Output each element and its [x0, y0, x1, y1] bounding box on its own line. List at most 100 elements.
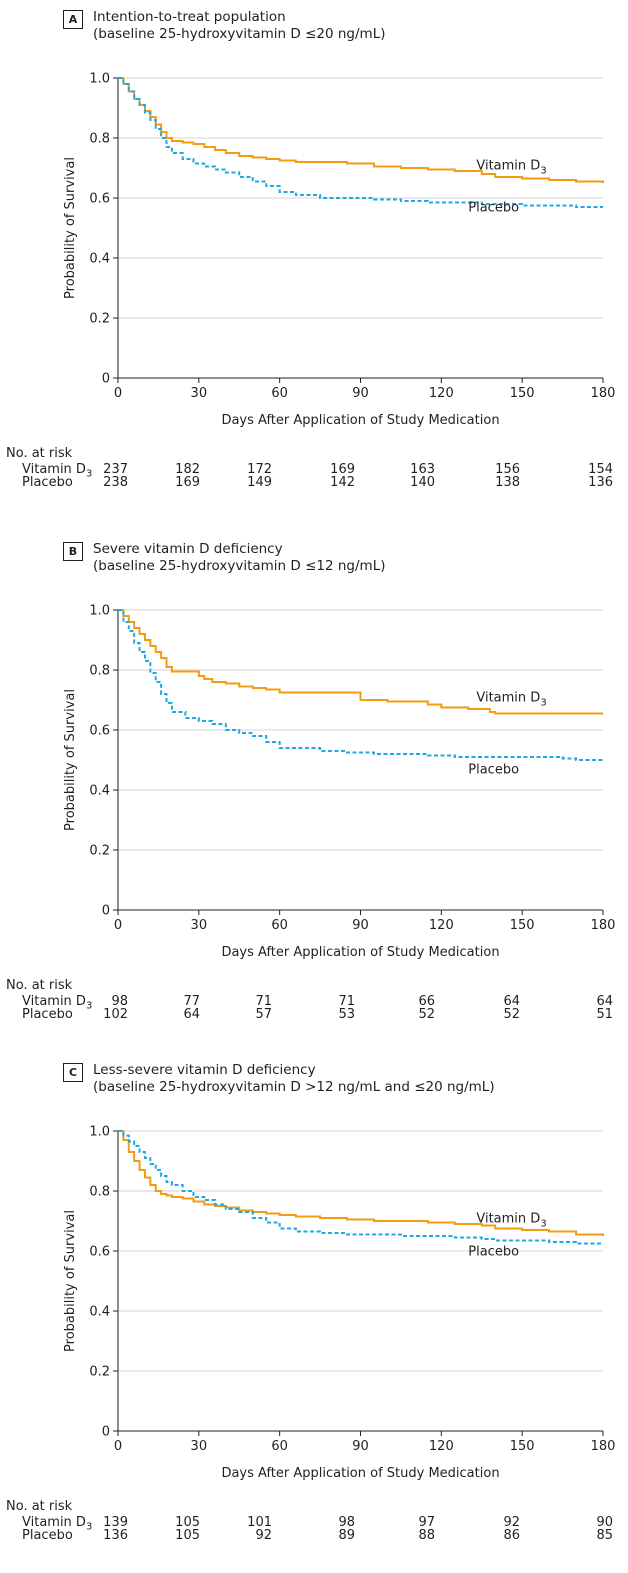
- vitamin-d3-curve: [118, 609, 603, 715]
- vitamin-d3-curve: [118, 1130, 604, 1236]
- x-tick-label: 150: [510, 386, 535, 401]
- placebo-curve: [118, 77, 603, 208]
- x-tick-label: 90: [352, 918, 369, 933]
- y-tick-label: 1.0: [89, 604, 110, 619]
- at-risk-row: Placebo 102 64 57 53 52 52 51: [0, 1007, 628, 1023]
- y-tick-label: 1.0: [89, 1125, 110, 1140]
- panel-c: C Less-severe vitamin D deficiency (base…: [0, 1053, 628, 1573]
- y-tick-label: 0.6: [89, 192, 110, 207]
- panel-a: A Intention-to-treat population (baselin…: [0, 0, 628, 520]
- at-risk-row-label: Placebo: [22, 475, 73, 490]
- y-tick-label: 0.6: [89, 724, 110, 739]
- at-risk-label-base: Vitamin D: [22, 462, 86, 477]
- at-risk-row-label: Vitamin D3: [22, 1515, 92, 1533]
- x-axis-title: Days After Application of Study Medicati…: [221, 1466, 499, 1481]
- y-tick-label: 0.8: [89, 132, 110, 147]
- at-risk-value: 64: [503, 994, 520, 1009]
- panel-subtitle: (baseline 25-hydroxyvitamin D >12 ng/mL …: [93, 1079, 495, 1095]
- at-risk-value: 52: [418, 1007, 435, 1022]
- at-risk-value: 102: [103, 1007, 128, 1022]
- at-risk-value: 86: [503, 1528, 520, 1543]
- panel-title: Less-severe vitamin D deficiency: [93, 1062, 316, 1078]
- at-risk-value: 105: [175, 1528, 200, 1543]
- at-risk-value: 88: [418, 1528, 435, 1543]
- series-label-subscript: 3: [540, 698, 546, 709]
- at-risk-value: 90: [596, 1515, 613, 1530]
- series-label-subscript: 3: [540, 166, 546, 177]
- at-risk-value: 163: [410, 462, 435, 477]
- y-tick-label: 0.2: [89, 1365, 110, 1380]
- at-risk-value: 156: [495, 462, 520, 477]
- at-risk-value: 51: [596, 1007, 613, 1022]
- y-tick-label: 0.6: [89, 1245, 110, 1260]
- at-risk-label-subscript: 3: [85, 1521, 93, 1533]
- at-risk-label-base: Vitamin D: [22, 994, 86, 1009]
- y-tick-label: 0: [102, 904, 110, 919]
- y-tick-label: 0: [102, 372, 110, 387]
- at-risk-row: Vitamin D3 237 182 172 169 163 156 154: [0, 462, 628, 480]
- at-risk-value: 136: [103, 1528, 128, 1543]
- at-risk-value: 139: [103, 1515, 128, 1530]
- x-tick-label: 0: [114, 918, 122, 933]
- survival-chart-b: 0 0.2 0.4 0.6 0.8 1.0 0 30 60 90 120 150 180 Days Aft…: [63, 604, 616, 961]
- y-tick-label: 0.4: [89, 784, 110, 799]
- vitamin-d3-label: Vitamin D3: [476, 691, 546, 709]
- y-axis-title: Probability of Survival: [63, 689, 78, 831]
- series-label-base: Vitamin D: [476, 691, 540, 706]
- x-tick-label: 150: [510, 1439, 535, 1454]
- x-tick-label: 120: [429, 386, 454, 401]
- y-tick-label: 1.0: [89, 72, 110, 87]
- at-risk-value: 85: [596, 1528, 613, 1543]
- at-risk-value: 97: [418, 1515, 435, 1530]
- at-risk-label-subscript: 3: [85, 1000, 93, 1012]
- x-tick-label: 0: [114, 386, 122, 401]
- x-tick-label: 90: [352, 386, 369, 401]
- x-tick-label: 120: [429, 1439, 454, 1454]
- at-risk-header: No. at risk: [6, 446, 73, 461]
- y-axis-title: Probability of Survival: [63, 157, 78, 299]
- series-label-subscript: 3: [540, 1219, 546, 1230]
- placebo-curve: [118, 1130, 603, 1245]
- x-tick-label: 150: [510, 918, 535, 933]
- x-axis-title: Days After Application of Study Medicati…: [221, 945, 499, 960]
- y-tick-label: 0.2: [89, 844, 110, 859]
- y-tick-label: 0.8: [89, 1185, 110, 1200]
- panel-subtitle: (baseline 25-hydroxyvitamin D ≤12 ng/mL): [93, 558, 386, 574]
- at-risk-value: 98: [111, 994, 128, 1009]
- y-tick-label: 0.8: [89, 664, 110, 679]
- x-tick-label: 30: [191, 1439, 208, 1454]
- x-tick-label: 30: [191, 918, 208, 933]
- y-tick-label: 0.2: [89, 312, 110, 327]
- at-risk-value: 101: [247, 1515, 272, 1530]
- survival-chart-c: 0 0.2 0.4 0.6 0.8 1.0 0 30 60 90 120 150 180 Days Aft…: [63, 1125, 616, 1482]
- panel-title: Severe vitamin D deficiency: [93, 541, 283, 557]
- x-tick-label: 90: [352, 1439, 369, 1454]
- x-tick-label: 180: [591, 386, 616, 401]
- at-risk-value: 52: [503, 1007, 520, 1022]
- x-tick-label: 0: [114, 1439, 122, 1454]
- y-tick-label: 0.4: [89, 1305, 110, 1320]
- panel-subtitle: (baseline 25-hydroxyvitamin D ≤20 ng/mL): [93, 26, 386, 42]
- x-tick-label: 180: [591, 918, 616, 933]
- at-risk-label-base: Placebo: [22, 1007, 73, 1022]
- y-axis-title: Probability of Survival: [63, 1210, 78, 1352]
- series-label-base: Vitamin D: [476, 159, 540, 174]
- x-tick-label: 60: [271, 1439, 288, 1454]
- at-risk-label-base: Placebo: [22, 475, 73, 490]
- at-risk-value: 92: [503, 1515, 520, 1530]
- at-risk-row: Placebo 238 169 149 142 140 138 136: [0, 475, 628, 491]
- at-risk-row: Placebo 136 105 92 89 88 86 85: [0, 1528, 628, 1544]
- at-risk-label-base: Placebo: [22, 1528, 73, 1543]
- y-tick-label: 0.4: [89, 252, 110, 267]
- at-risk-value: 140: [410, 475, 435, 490]
- at-risk-header: No. at risk: [6, 1499, 73, 1514]
- vitamin-d3-label: Vitamin D3: [476, 1212, 546, 1230]
- placebo-label: Placebo: [468, 201, 519, 216]
- placebo-label: Placebo: [468, 1245, 519, 1260]
- at-risk-value: 136: [588, 475, 613, 490]
- at-risk-value: 172: [247, 462, 272, 477]
- x-tick-label: 180: [591, 1439, 616, 1454]
- at-risk-value: 57: [255, 1007, 272, 1022]
- at-risk-label-base: Vitamin D: [22, 1515, 86, 1530]
- x-tick-label: 120: [429, 918, 454, 933]
